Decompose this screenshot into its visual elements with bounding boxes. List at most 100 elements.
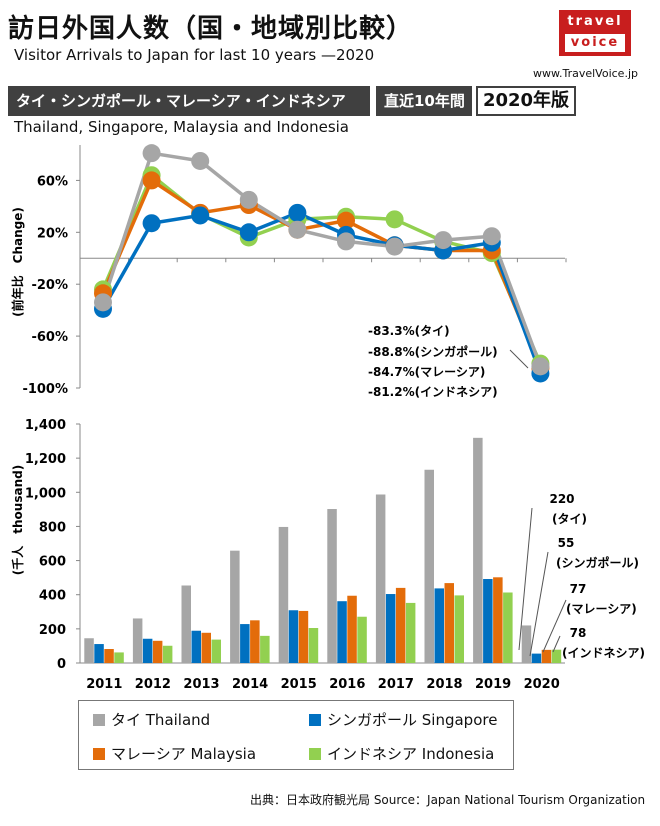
legend-swatch-indonesia <box>309 747 321 760</box>
chart-legend: タイ Thailand シンガポール Singapore マレーシア Malay… <box>78 700 514 770</box>
bar-malaysia <box>541 649 552 663</box>
bar-chart-y-tick-label: 1,000 <box>25 486 66 501</box>
legend-item-indonesia: インドネシア Indonesia <box>309 743 494 764</box>
legend-label-singapore: シンガポール Singapore <box>327 711 498 729</box>
bar-chart-y-tick-label: 400 <box>39 589 66 604</box>
bar-malaysia <box>250 620 260 663</box>
legend-label-indonesia: インドネシア Indonesia <box>327 745 495 763</box>
bar-singapore <box>94 644 104 663</box>
bar-thailand <box>473 437 483 663</box>
bar-malaysia <box>298 610 309 663</box>
line-point-thailand <box>337 232 355 251</box>
bar-chart-y-tick-label: 0 <box>57 657 66 672</box>
line-point-thailand <box>94 293 112 312</box>
bar-data-label-value: 78 <box>570 626 587 640</box>
line-chart-y-tick-label: 60% <box>37 174 68 189</box>
bar-malaysia <box>104 649 114 663</box>
bar-indonesia <box>454 595 464 663</box>
banner-edition: 2020年版 <box>476 86 576 116</box>
bar-singapore <box>191 630 201 663</box>
line-point-thailand <box>142 144 161 163</box>
bar-singapore <box>385 594 396 663</box>
bar-chart-x-tick-label: 2015 <box>281 677 317 692</box>
bar-indonesia <box>114 652 124 663</box>
bar-singapore <box>142 638 153 663</box>
legend-item-malaysia: マレーシア Malaysia <box>93 743 256 764</box>
source-note: 出典：日本政府観光局 Source：Japan National Tourism… <box>250 793 646 807</box>
bar-singapore <box>483 579 493 663</box>
bar-chart-y-tick-label: 1,400 <box>25 418 66 433</box>
bar-data-label-country: (タイ) <box>552 512 587 526</box>
line-point-malaysia <box>337 211 355 230</box>
line-point-singapore <box>239 223 258 242</box>
bar-chart-y-tick-label: 200 <box>39 623 66 638</box>
line-point-singapore <box>191 206 210 225</box>
countries-subtitle: Thailand, Singapore, Malaysia and Indone… <box>14 118 350 136</box>
bar-malaysia <box>444 583 454 663</box>
bar-data-label-value: 220 <box>549 492 574 506</box>
page-title: 訪日外国人数（国・地域別比較） <box>8 14 414 44</box>
bar-chart-y-tick-label: 1,200 <box>25 452 66 467</box>
travelvoice-logo: travel voice <box>559 10 631 56</box>
line-series-malaysia <box>101 177 543 369</box>
bar-singapore <box>240 624 250 663</box>
bar-thailand <box>84 638 94 663</box>
bar-chart-x-tick-label: 2016 <box>329 677 365 692</box>
bar-data-label-pointer <box>529 551 549 657</box>
bar-singapore <box>288 610 299 663</box>
line-series-thailand <box>101 151 543 367</box>
line-chart-y-tick-label: -100% <box>22 382 68 397</box>
legend-item-singapore: シンガポール Singapore <box>309 709 497 730</box>
legend-label-thailand: タイ Thailand <box>111 711 211 729</box>
bar-indonesia <box>211 639 221 663</box>
line-chart-y-tick-label: -60% <box>31 330 68 345</box>
line-point-indonesia <box>385 210 404 229</box>
bar-thailand <box>278 526 289 663</box>
legend-swatch-malaysia <box>93 747 105 760</box>
line-point-thailand <box>434 231 453 250</box>
line-point-thailand <box>288 220 307 239</box>
banner-period: 直近10年間 <box>376 86 472 116</box>
bar-chart-x-tick-label: 2011 <box>86 677 122 692</box>
bar-thailand <box>424 469 434 663</box>
line-annotation-malaysia: -84.7%(マレーシア) <box>368 365 485 379</box>
bar-indonesia <box>162 645 173 663</box>
bar-singapore <box>337 601 347 663</box>
bar-chart-x-tick-label: 2018 <box>426 677 462 692</box>
logo-url: www.TravelVoice.jp <box>533 67 638 80</box>
bar-chart-y-tick-label: 600 <box>39 555 66 570</box>
bar-thailand <box>521 625 532 663</box>
bar-chart-y-axis-label: (千人 thousand) <box>10 465 25 575</box>
bar-malaysia <box>493 577 503 663</box>
line-series-singapore <box>101 210 543 375</box>
bar-data-label-country: (シンガポール) <box>556 555 639 570</box>
bar-malaysia <box>201 632 211 663</box>
bar-singapore <box>531 653 542 663</box>
bar-thailand <box>327 509 337 663</box>
line-chart-y-axis-label: (前年比 Change) <box>10 207 25 317</box>
legend-label-malaysia: マレーシア Malaysia <box>111 745 257 763</box>
bar-data-label-country: (インドネシア) <box>562 646 645 660</box>
legend-swatch-thailand <box>93 713 105 726</box>
banner-countries: タイ・シンガポール・マレーシア・インドネシア <box>8 86 370 116</box>
bar-singapore <box>434 588 444 663</box>
line-point-singapore <box>142 214 161 233</box>
bar-malaysia <box>347 595 357 663</box>
bar-indonesia <box>551 649 562 663</box>
bar-chart-x-tick-label: 2020 <box>524 677 560 692</box>
bar-thailand <box>230 550 240 663</box>
bar-thailand <box>375 494 386 663</box>
line-point-thailand <box>191 151 210 170</box>
bar-malaysia <box>395 587 406 663</box>
line-series-indonesia <box>101 172 543 365</box>
bar-chart-x-tick-label: 2013 <box>183 677 219 692</box>
bar-thailand <box>181 585 191 663</box>
line-annotation-indonesia: -81.2%(インドネシア) <box>368 385 498 399</box>
line-point-thailand <box>482 227 501 246</box>
logo-word-travel: travel <box>567 14 623 29</box>
bar-data-label-value: 77 <box>570 582 587 596</box>
line-point-thailand <box>385 237 404 256</box>
bar-chart-x-tick-label: 2012 <box>135 677 171 692</box>
line-point-thailand <box>531 357 550 376</box>
bar-chart-x-tick-label: 2014 <box>232 677 268 692</box>
